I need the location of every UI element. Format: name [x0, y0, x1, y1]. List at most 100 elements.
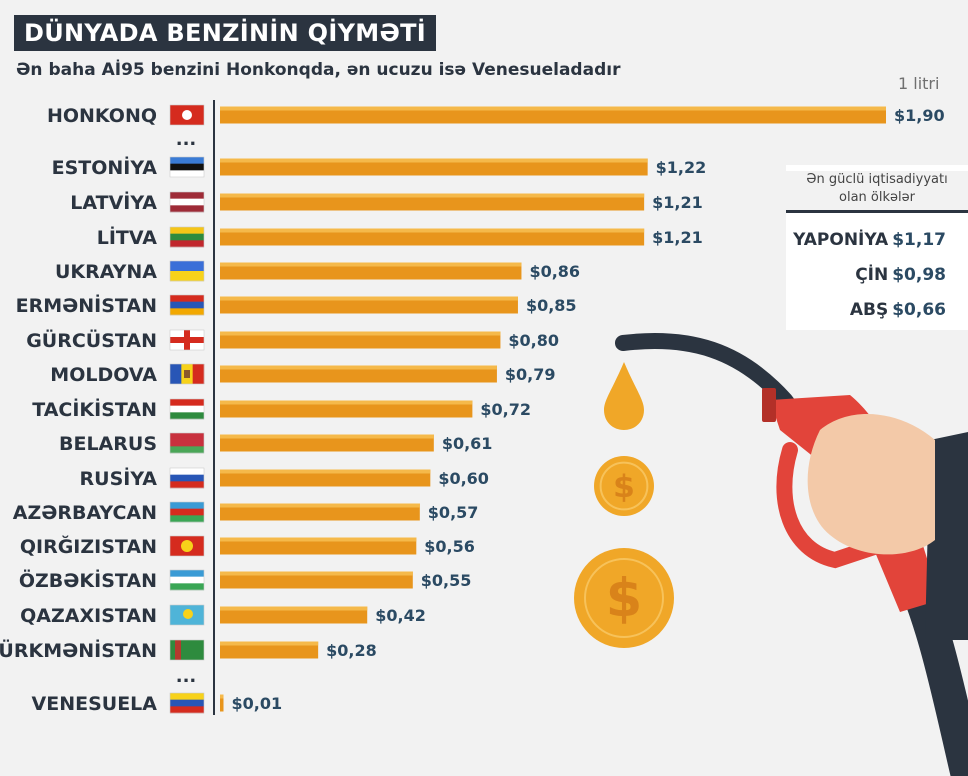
flag-border	[169, 432, 205, 454]
flag-band	[175, 640, 181, 660]
bar-highlight	[220, 262, 522, 267]
value-label: $0,60	[438, 469, 489, 488]
flag-icon	[169, 501, 205, 523]
value-label: $1,22	[656, 158, 707, 177]
category-label: MOLDOVA	[50, 364, 157, 386]
flag-stripe	[170, 157, 204, 164]
flag-border	[169, 104, 205, 126]
flag-emblem	[184, 370, 190, 378]
bar	[220, 694, 224, 712]
category-label: ÖZBƏKİSTAN	[19, 568, 157, 592]
category-label: HONKONQ	[47, 105, 157, 127]
bar-highlight	[220, 571, 413, 576]
flag-icon	[169, 363, 205, 385]
bar	[220, 228, 645, 246]
fuel-illustration: $$	[574, 333, 968, 776]
bar-highlight	[220, 537, 417, 542]
flag-stripe	[170, 515, 204, 523]
flag-stripe	[170, 399, 204, 406]
dollar-sign: $	[613, 469, 635, 505]
value-label: $0,72	[480, 400, 531, 419]
bar	[220, 469, 431, 487]
flag-border	[169, 535, 205, 557]
side-row-country: ABŞ	[849, 300, 889, 320]
side-row-china: ÇİN $0,98	[855, 265, 946, 285]
unit-label: 1 litri	[898, 74, 940, 93]
value-label: $0,85	[526, 296, 577, 315]
flag-stripe	[170, 508, 204, 516]
fuel-drop	[604, 362, 644, 430]
bar	[220, 400, 473, 418]
side-row-country: YAPONİYA	[793, 230, 889, 250]
flag-stripe	[170, 163, 204, 171]
category-label: VENESUELA	[32, 693, 158, 715]
side-panel-divider	[786, 210, 968, 213]
flag-stripe	[170, 481, 204, 489]
flag-border	[169, 156, 205, 178]
flag-stripe	[170, 699, 204, 707]
flag-icon	[169, 260, 205, 282]
flag-stripe	[170, 240, 204, 248]
nozzle-collar	[762, 388, 776, 422]
flag-stripe	[170, 433, 204, 440]
coin-icon	[594, 456, 654, 516]
bar	[220, 331, 501, 349]
bar	[220, 571, 413, 589]
flag-border	[169, 692, 205, 714]
flag-icon	[169, 692, 205, 714]
side-row-value: $1,17	[892, 230, 946, 250]
bar	[220, 158, 648, 176]
bar-highlight	[220, 503, 420, 508]
value-label: $0,56	[424, 537, 475, 556]
flag-emblem	[181, 540, 193, 552]
flag-emblem	[183, 609, 193, 619]
category-label: QIRĞIZISTAN	[20, 534, 157, 558]
value-label: $0,01	[232, 694, 283, 713]
flag-stripe	[170, 693, 204, 700]
side-panel-title: Ən güclü iqtisadiyyatı olan ölkələr	[786, 171, 968, 213]
nozzle-trigger	[776, 442, 888, 569]
flag-stripe	[170, 412, 204, 420]
sleeve	[925, 432, 968, 640]
flag-border	[169, 363, 205, 385]
flag-icon	[169, 467, 205, 489]
bar-highlight	[220, 400, 473, 405]
category-label: ERMƏNİSTAN	[16, 293, 157, 317]
flag-stripe	[170, 261, 204, 272]
flag-stripe	[170, 706, 204, 714]
category-label: BELARUS	[59, 433, 157, 455]
bar-highlight	[220, 434, 434, 439]
flag-border	[169, 191, 205, 213]
flag-stripe	[170, 576, 204, 584]
bar-highlight	[220, 296, 518, 301]
chart-subtitle: Ən baha Aİ95 benzini Honkonqda, ən ucuzu…	[16, 60, 621, 80]
category-label: GÜRCÜSTAN	[26, 328, 157, 352]
fuel-hose	[615, 333, 808, 428]
flag-stripe	[170, 192, 204, 199]
flag-stripe	[170, 308, 204, 316]
bar	[220, 537, 417, 555]
value-label: $0,79	[505, 365, 556, 384]
flag-stripe	[170, 295, 204, 302]
flag-icon	[169, 639, 205, 661]
flag-icon	[169, 604, 205, 626]
bar-highlight	[220, 365, 497, 370]
category-label: RUSİYA	[80, 466, 158, 490]
value-label: $1,21	[652, 228, 703, 247]
bar	[220, 365, 497, 383]
bar	[220, 641, 319, 659]
flag-border	[169, 501, 205, 523]
bar-highlight	[220, 193, 645, 198]
side-panel: Ən güclü iqtisadiyyatı olan ölkələr YAPO…	[786, 165, 968, 330]
page-title: DÜNYADA BENZİNİN QİYMƏTİ	[14, 15, 437, 51]
bar	[220, 503, 420, 521]
value-label: $1,90	[894, 106, 945, 125]
flag-icon	[169, 329, 205, 351]
value-label: $0,42	[375, 606, 426, 625]
bar	[220, 262, 522, 280]
ellipsis: ...	[176, 666, 197, 687]
flag-stripe	[170, 468, 204, 475]
flag-border	[169, 260, 205, 282]
flag-stripe	[170, 502, 204, 509]
